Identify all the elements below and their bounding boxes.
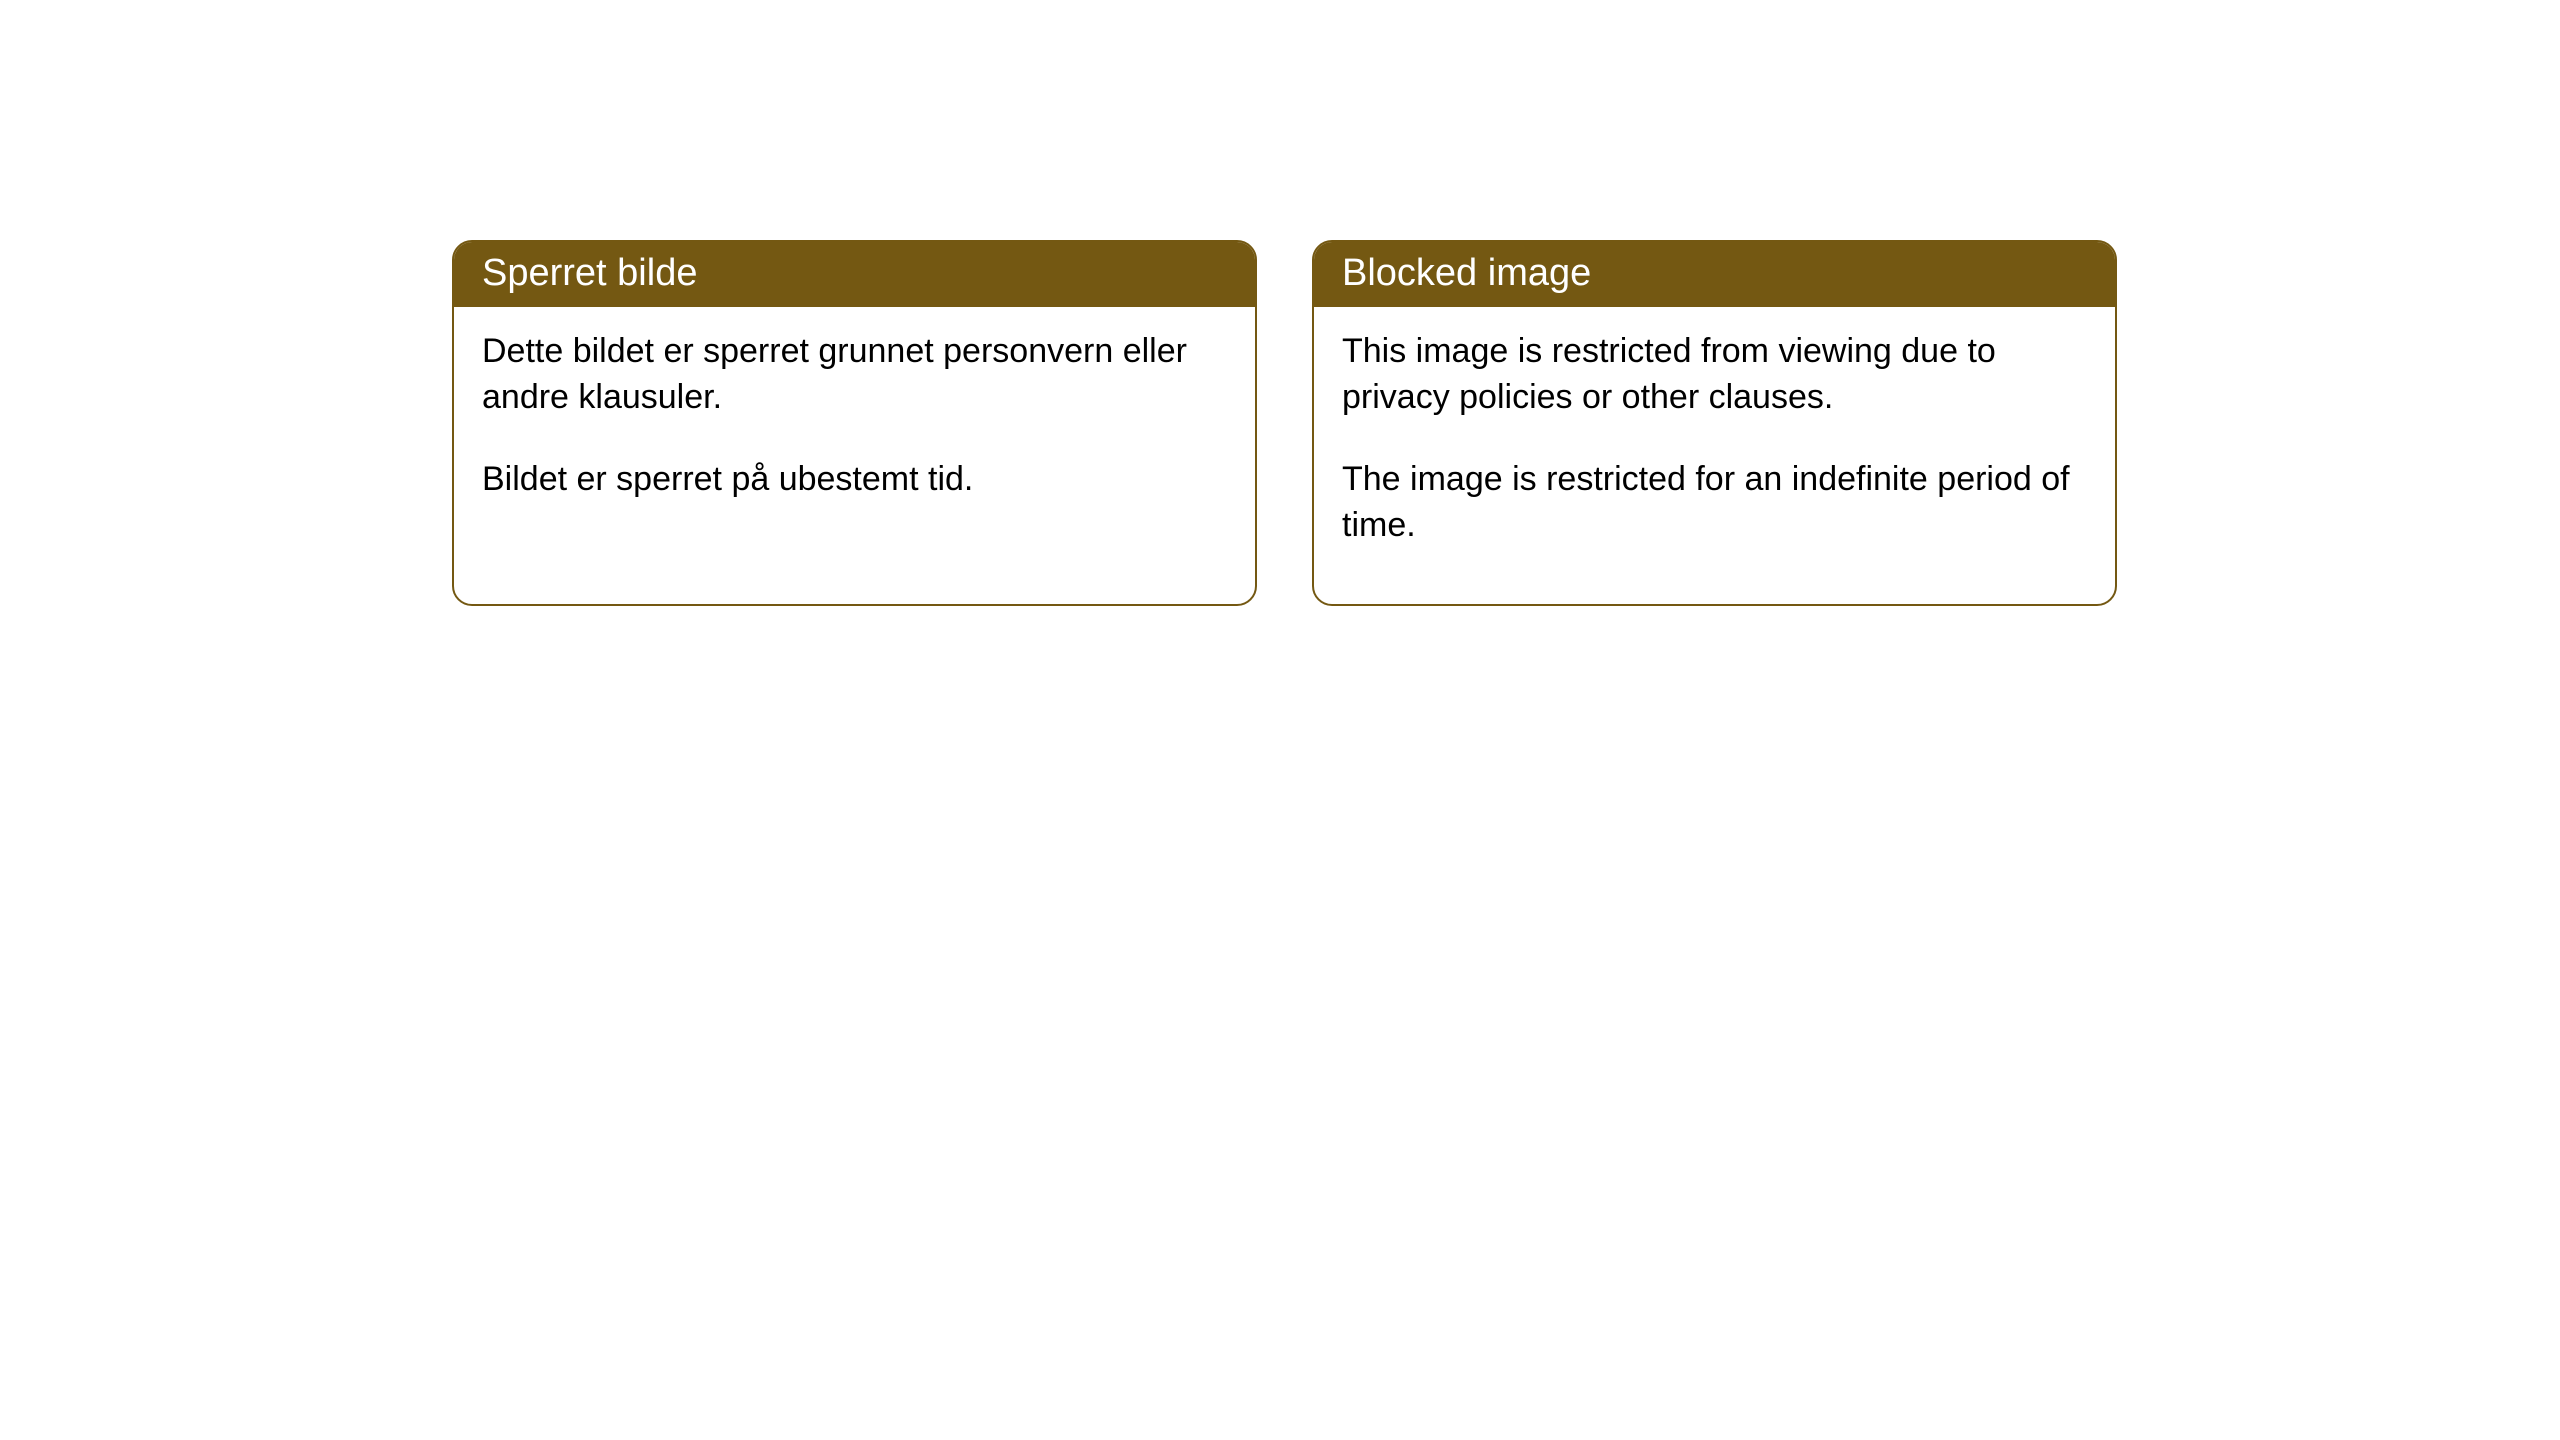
notice-text: This image is restricted from viewing du…	[1342, 329, 2087, 421]
notice-card-english: Blocked image This image is restricted f…	[1312, 240, 2117, 606]
notice-text: Dette bildet er sperret grunnet personve…	[482, 329, 1227, 421]
notice-text: Bildet er sperret på ubestemt tid.	[482, 457, 1227, 503]
card-header: Blocked image	[1314, 242, 2115, 307]
notice-container: Sperret bilde Dette bildet er sperret gr…	[452, 240, 2117, 606]
notice-card-norwegian: Sperret bilde Dette bildet er sperret gr…	[452, 240, 1257, 606]
card-header: Sperret bilde	[454, 242, 1255, 307]
card-body: Dette bildet er sperret grunnet personve…	[454, 307, 1255, 558]
card-body: This image is restricted from viewing du…	[1314, 307, 2115, 604]
notice-text: The image is restricted for an indefinit…	[1342, 457, 2087, 549]
